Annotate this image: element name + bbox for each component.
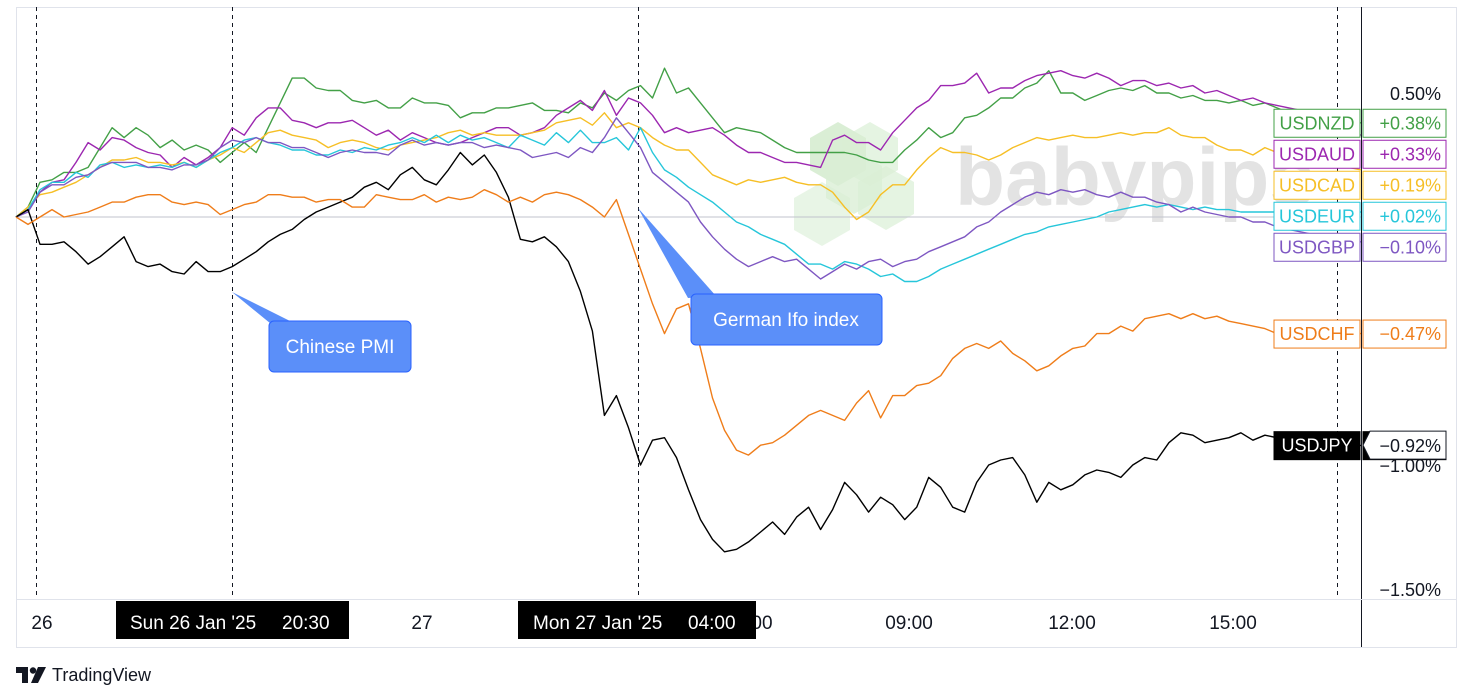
- price-marker-text: −0.92%: [1379, 436, 1441, 456]
- event-markers: [36, 7, 1338, 599]
- annotation-chinese-pmi: Chinese PMI: [232, 292, 412, 373]
- legend-series-name: USDNZD: [1280, 113, 1355, 133]
- legend-value-box: [1362, 201, 1447, 231]
- legend-series-name: USDAUD: [1279, 144, 1355, 164]
- price-tick-label: −1.00%: [1379, 456, 1441, 476]
- price-marker-label: −0.92%: [1362, 430, 1447, 460]
- highlight-time-label: 20:30: [282, 613, 330, 634]
- legend-series-value: +0.38%: [1379, 113, 1441, 133]
- legend-series-value: +0.33%: [1379, 144, 1441, 164]
- legend-name-box: [1273, 232, 1361, 262]
- time-tick-label: 26: [31, 613, 52, 634]
- price-tick-label: −1.50%: [1379, 580, 1441, 600]
- chart-frame: [16, 7, 1457, 648]
- legend-name-box: [1273, 319, 1361, 349]
- legend-series-name: USDJPY: [1281, 436, 1352, 456]
- legend-name-box: [1273, 201, 1361, 231]
- tradingview-logo-icon[interactable]: [16, 667, 46, 683]
- series-line-usdjpy[interactable]: [15, 151, 1362, 553]
- legend-series-name: USDCAD: [1279, 175, 1355, 195]
- legend-series-name: USDGBP: [1279, 237, 1355, 257]
- time-tick-label: 12:00: [1048, 613, 1096, 634]
- series-line-usdnzd[interactable]: [15, 67, 1361, 218]
- legend-item-usdgbp[interactable]: USDGBP −0.10%: [1273, 232, 1447, 262]
- highlight-date-label: Mon 27 Jan '25: [533, 613, 662, 634]
- legend-item-usdnzd[interactable]: USDNZD +0.38%: [1273, 108, 1447, 138]
- legend-series-name: USDCHF: [1280, 324, 1355, 344]
- legend-value-box: [1362, 232, 1447, 262]
- legend-name-box: [1273, 139, 1361, 169]
- series-line-usdeur[interactable]: [15, 126, 1361, 283]
- legend-name-box: [1273, 431, 1361, 461]
- legend-item-usdaud[interactable]: USDAUD +0.33%: [1273, 139, 1447, 169]
- highlight-date-label: Sun 26 Jan '25: [130, 613, 256, 634]
- legend-value-box: [1362, 108, 1447, 138]
- tradingview-brand[interactable]: TradingView: [52, 664, 152, 685]
- annotation-text: Chinese PMI: [286, 337, 395, 358]
- footer: TradingView: [16, 662, 151, 688]
- time-tick-label: 00: [751, 613, 772, 634]
- time-tick-label: 15:00: [1209, 613, 1257, 634]
- series-layer: [15, 67, 1362, 553]
- time-tick-label: 09:00: [885, 613, 933, 634]
- highlight-time-chinese-pmi: Sun 26 Jan '25 20:30: [116, 601, 349, 639]
- series-line-usdchf[interactable]: [15, 188, 1361, 456]
- highlight-time-german-ifo: Mon 27 Jan '25 04:00: [518, 601, 756, 639]
- series-line-usdgbp[interactable]: [15, 117, 1361, 280]
- series-legend: USDNZD +0.38% USDAUD +0.33% USDCAD +0.19% USDE…: [1273, 108, 1447, 461]
- price-axis[interactable]: 0.50% −1.00% −1.50%: [1379, 84, 1441, 600]
- legend-series-value: +0.19%: [1379, 175, 1441, 195]
- svg-text:babypips: babypips: [955, 132, 1315, 223]
- legend-series-value: +0.02%: [1379, 206, 1441, 226]
- series-line-usdcad[interactable]: [15, 112, 1362, 221]
- time-axis[interactable]: 26 27 00 09:00 12:00 15:00 Sun 26 Jan '2…: [31, 601, 1257, 639]
- legend-name-box: [1273, 108, 1361, 138]
- legend-series-value: −0.10%: [1379, 237, 1441, 257]
- legend-value-box: [1362, 170, 1447, 200]
- legend-name-box: [1273, 170, 1361, 200]
- price-tick-label: 0.50%: [1390, 84, 1441, 104]
- annotation-text: German Ifo index: [713, 310, 859, 331]
- series-line-usdaud[interactable]: [15, 69, 1362, 218]
- babypips-watermark-icon: babypips: [794, 122, 1315, 246]
- annotation-german-ifo: German Ifo index: [638, 208, 883, 346]
- legend-item-usdeur[interactable]: USDEUR +0.02%: [1273, 201, 1447, 231]
- legend-item-usdchf[interactable]: USDCHF −0.47%: [1273, 319, 1447, 349]
- price-marker-box: [1362, 430, 1447, 460]
- legend-series-value: −0.47%: [1379, 324, 1441, 344]
- legend-value-box: [1362, 319, 1447, 349]
- legend-series-name: USDEUR: [1279, 206, 1355, 226]
- legend-value-box: [1362, 139, 1447, 169]
- time-tick-label: 27: [411, 613, 432, 634]
- legend-item-usdcad[interactable]: USDCAD +0.19%: [1273, 170, 1447, 200]
- highlight-time-label: 04:00: [688, 613, 736, 634]
